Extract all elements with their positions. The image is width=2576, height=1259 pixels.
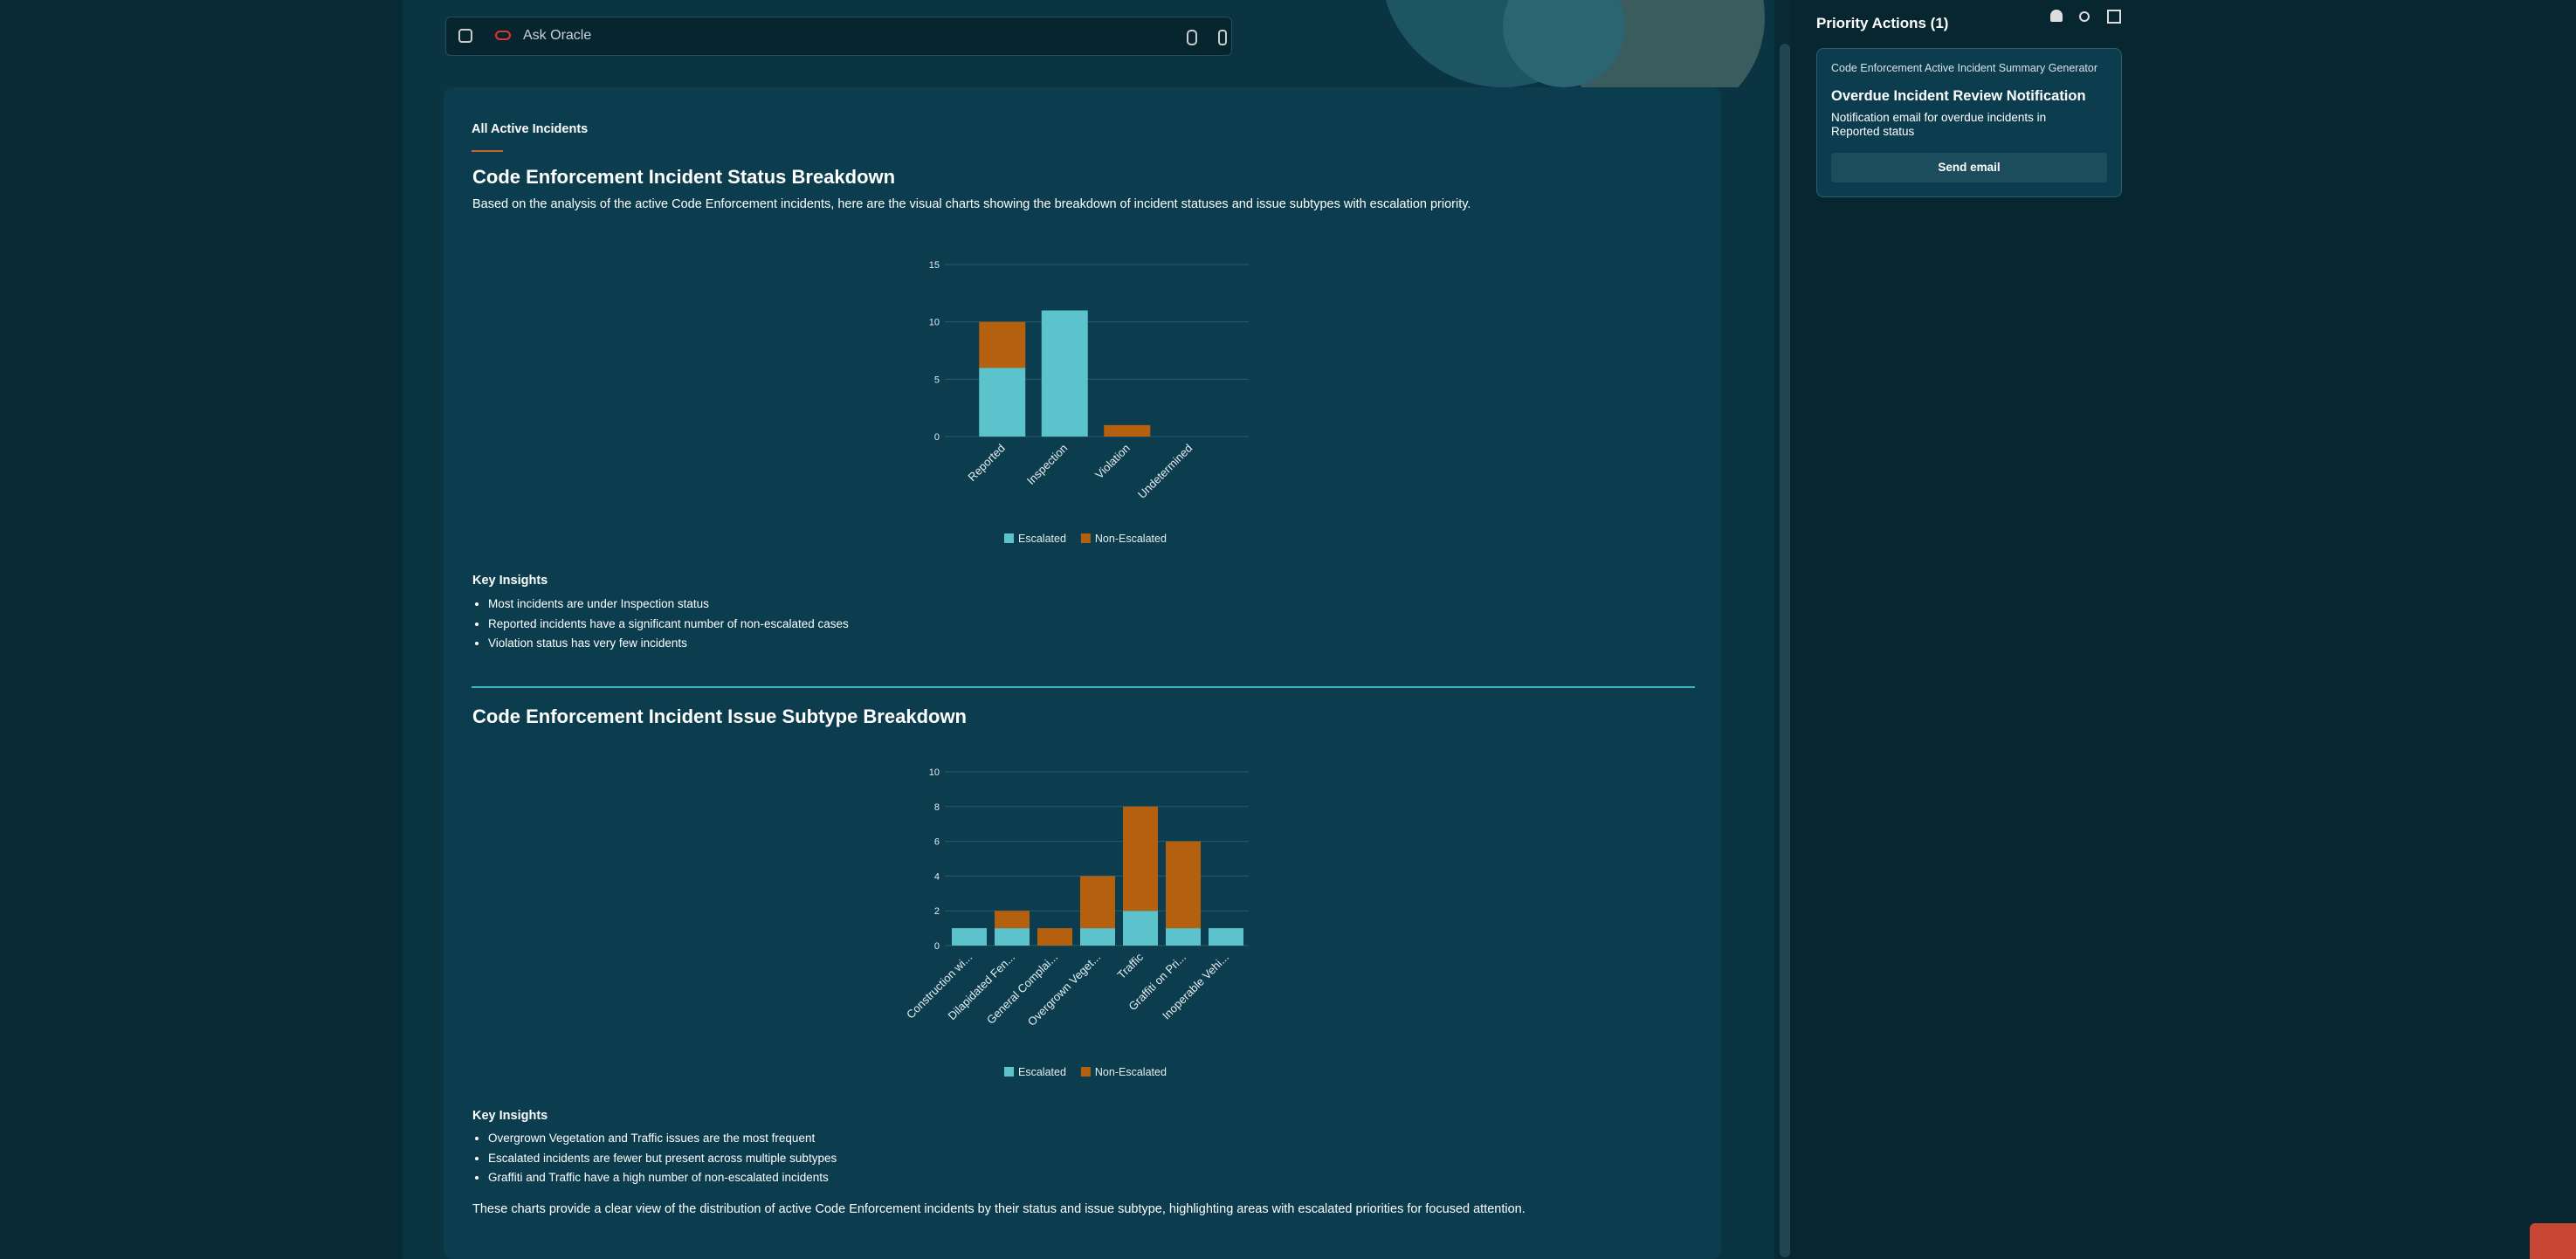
bar-segment	[1104, 424, 1151, 437]
x-tick-label: Traffic	[1114, 950, 1146, 981]
insights-list: Overgrown Vegetation and Traffic issues …	[472, 1129, 837, 1188]
bar-segment	[1041, 310, 1088, 437]
legend-label: Escalated	[1018, 533, 1066, 545]
action-source: Code Enforcement Active Incident Summary…	[1831, 62, 2098, 74]
legend-label: Non-Escalated	[1095, 1066, 1167, 1078]
y-tick-label: 0	[934, 432, 940, 443]
legend-swatch	[1080, 1067, 1091, 1077]
action-title: Overdue Incident Review Notification	[1831, 88, 2086, 104]
right-panel	[1790, 0, 2576, 1259]
y-tick-label: 8	[934, 802, 940, 813]
send-email-button[interactable]: Send email	[1831, 153, 2107, 182]
divider	[472, 686, 1695, 688]
x-tick-label: Violation	[1092, 442, 1133, 482]
theme-icon[interactable]	[2079, 11, 2090, 22]
scrollbar[interactable]	[1780, 44, 1790, 1257]
insight: Graffiti and Traffic have a high number …	[488, 1168, 837, 1188]
insight: Violation status has very few incidents	[488, 634, 849, 654]
bar-segment	[952, 928, 987, 946]
attach-icon[interactable]	[1218, 30, 1227, 45]
bar-segment	[1209, 928, 1243, 946]
insights-title: Key Insights	[472, 574, 548, 588]
bar-segment	[1123, 911, 1158, 946]
y-tick-label: 5	[934, 375, 940, 385]
x-tick-label: Reported	[965, 442, 1007, 484]
bar-segment	[995, 911, 1030, 929]
insight: Most incidents are under Inspection stat…	[488, 595, 849, 615]
assistant-button[interactable]	[2530, 1223, 2576, 1259]
bell-icon[interactable]	[2050, 10, 2063, 22]
mic-icon[interactable]	[1187, 30, 1197, 45]
bar-segment	[1080, 928, 1115, 946]
sidebar-icon[interactable]	[458, 29, 472, 43]
decor	[1385, 0, 1765, 87]
bar-segment	[1166, 841, 1201, 929]
x-tick-label: General Complai...	[984, 951, 1060, 1027]
y-tick-label: 2	[934, 906, 940, 917]
insight: Reported incidents have a significant nu…	[488, 615, 849, 635]
tab-underline	[472, 150, 503, 152]
bar-segment	[1080, 876, 1115, 929]
bar-segment	[995, 928, 1030, 946]
x-tick-label: Undetermined	[1135, 442, 1195, 501]
legend-swatch	[1004, 1067, 1014, 1077]
bar-segment	[979, 368, 1026, 437]
insights-title: Key Insights	[472, 1109, 548, 1123]
y-tick-label: 4	[934, 871, 940, 882]
section-title: Code Enforcement Incident Issue Subtype …	[472, 705, 967, 727]
section-title: Code Enforcement Incident Status Breakdo…	[472, 166, 896, 188]
y-tick-label: 15	[929, 260, 940, 271]
closing-text: These charts provide a clear view of the…	[472, 1202, 1526, 1216]
bar-segment	[1123, 806, 1158, 912]
y-tick-label: 10	[929, 767, 940, 778]
legend-label: Non-Escalated	[1095, 533, 1167, 545]
result-card	[444, 87, 1721, 1259]
insight: Overgrown Vegetation and Traffic issues …	[488, 1129, 837, 1149]
x-tick-label: Overgrown Veget...	[1025, 951, 1103, 1029]
panel-icon[interactable]	[2107, 10, 2121, 24]
y-tick-label: 10	[929, 318, 940, 328]
oracle-logo	[495, 31, 511, 40]
bar-segment	[1166, 928, 1201, 946]
section-description: Based on the analysis of the active Code…	[472, 197, 1471, 211]
y-tick-label: 0	[934, 941, 940, 952]
panel-title: Priority Actions (1)	[1816, 15, 1949, 31]
search-placeholder[interactable]: Ask Oracle	[523, 28, 592, 43]
x-tick-label: Inspection	[1024, 442, 1071, 488]
tab[interactable]: All Active Incidents	[472, 122, 589, 136]
insights-list: Most incidents are under Inspection stat…	[472, 595, 849, 654]
search-bar[interactable]: Ask Oracle	[445, 17, 1232, 56]
legend-label: Escalated	[1018, 1066, 1066, 1078]
legend-swatch	[1004, 533, 1014, 543]
bar-segment	[1037, 928, 1072, 946]
y-tick-label: 6	[934, 837, 940, 848]
legend-swatch	[1080, 533, 1091, 543]
bar-segment	[979, 321, 1026, 368]
insight: Escalated incidents are fewer but presen…	[488, 1149, 837, 1169]
action-description: Notification email for overdue incidents…	[1831, 111, 2047, 138]
